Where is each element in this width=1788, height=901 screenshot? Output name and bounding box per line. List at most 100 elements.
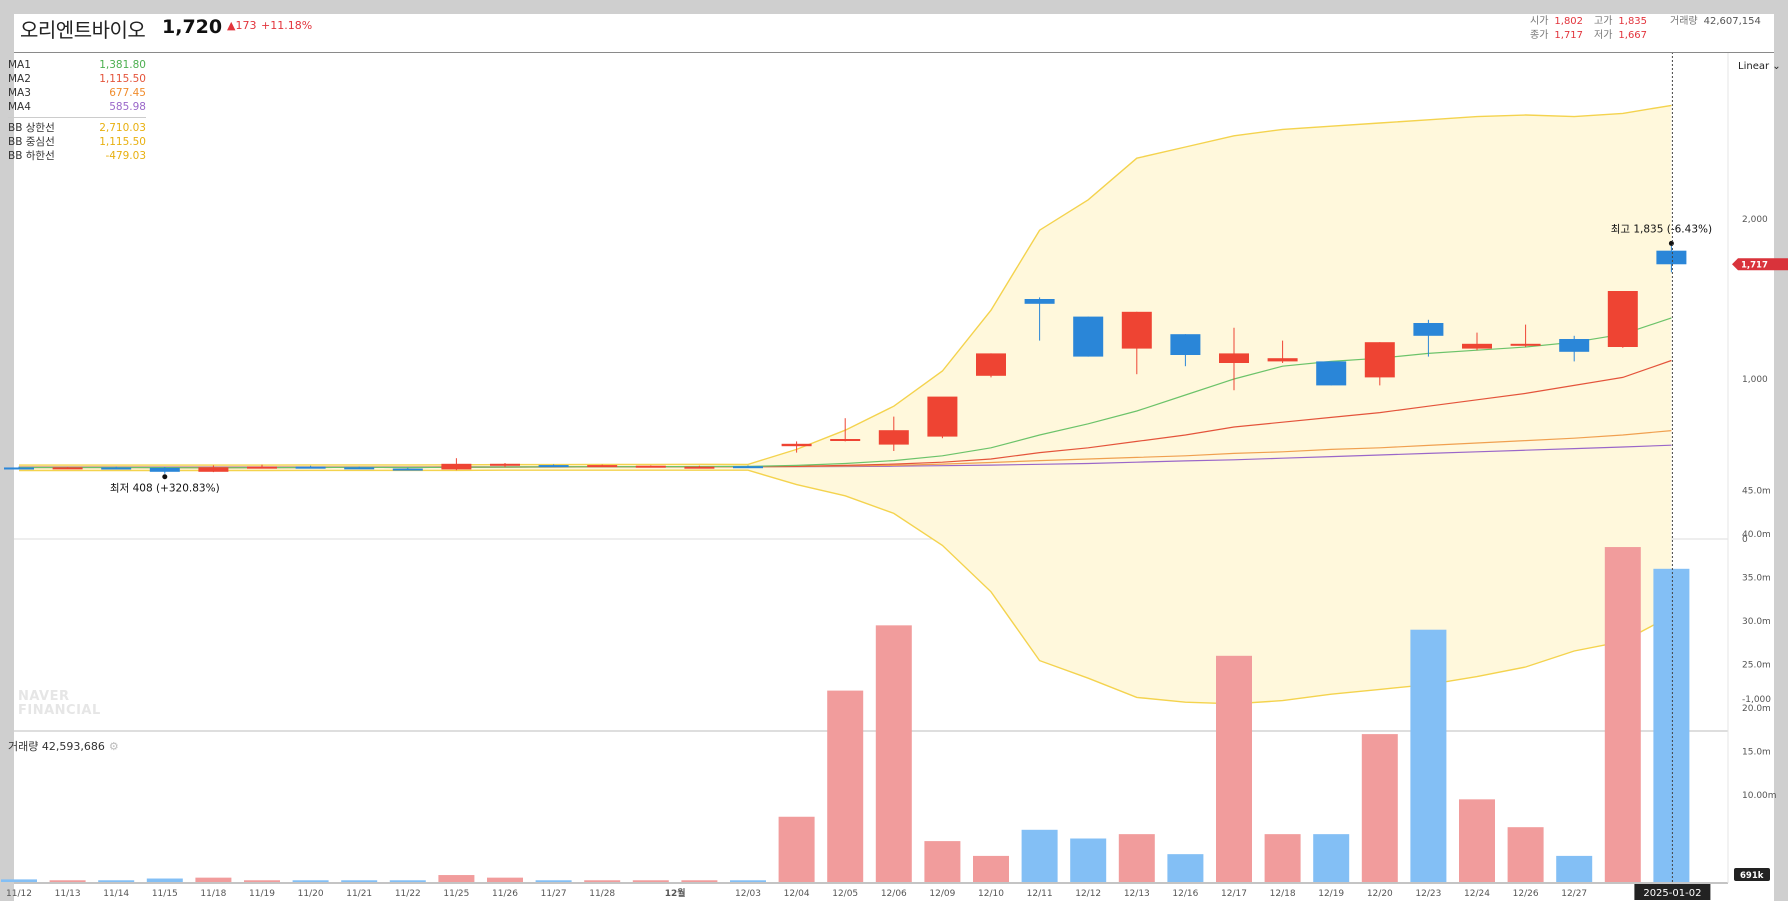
candle-body <box>733 466 763 469</box>
volume-panel-label: 거래량 42,593,686 ⚙ <box>8 740 119 753</box>
volume-bar <box>1 879 37 882</box>
candle <box>344 466 375 470</box>
candle <box>295 465 326 469</box>
candle-body <box>52 467 83 470</box>
date-tick-label: 12/19 <box>1318 889 1344 899</box>
legend-value: 1,381.80 <box>99 59 146 71</box>
chevron-down-icon: ⌄ <box>1772 61 1781 72</box>
date-tick-label: 11/13 <box>55 889 81 899</box>
date-tick-label: 11/25 <box>443 889 469 899</box>
low-annotation: 최저 408 (+320.83%) <box>110 483 220 495</box>
candle <box>1559 335 1590 362</box>
bollinger-band-area <box>19 105 1672 704</box>
candle <box>781 441 812 453</box>
candle <box>1607 291 1638 348</box>
price-axis: -1,000 0 1,000 2,000 1,717 <box>1732 215 1788 705</box>
settings-icon[interactable]: ⚙ <box>108 740 119 753</box>
watermark-line: FINANCIAL <box>18 703 101 718</box>
volume-bar <box>1459 799 1495 882</box>
volume-tick-label: 35.0m <box>1742 574 1771 584</box>
candle <box>538 464 569 468</box>
candle-body <box>1316 361 1347 386</box>
volume-bar <box>195 877 232 882</box>
scale-mode-dropdown[interactable]: Linear ⌄ <box>1738 61 1781 72</box>
legend-item: MA2 1,115.50 <box>8 72 146 86</box>
volume-bar <box>1313 834 1350 882</box>
candle <box>1316 361 1347 386</box>
candle <box>52 467 83 470</box>
legend-item: BB 하한선 -479.03 <box>8 149 146 163</box>
date-tick-label: 11/18 <box>200 889 226 899</box>
annotations: 최저 408 (+320.83%) 최고 1,835 (-6.43%) <box>110 223 1712 494</box>
date-tick-label: 12/05 <box>832 889 858 899</box>
low-price: 저가 1,667 <box>1594 30 1648 41</box>
volume-bar <box>292 880 329 882</box>
candle <box>4 466 34 470</box>
volume-bar <box>49 880 86 882</box>
candle-body <box>1559 339 1590 352</box>
volume-bar <box>146 878 183 882</box>
candle-body <box>538 465 569 468</box>
candle-body <box>149 467 180 472</box>
open-price: 시가 1,802 <box>1530 16 1584 27</box>
legend-label: MA2 <box>8 73 31 85</box>
low-marker <box>162 474 168 480</box>
current-price: 1,720 <box>162 16 223 38</box>
candle-body <box>1170 334 1201 355</box>
date-tick-label: 11/20 <box>298 889 324 899</box>
candle-body <box>684 466 715 469</box>
candle-body <box>490 463 520 466</box>
candle-body <box>1656 250 1687 265</box>
date-tick-label: 12/16 <box>1172 889 1198 899</box>
candle-body <box>1073 316 1104 357</box>
candle-body <box>587 465 618 468</box>
date-tick-label: 11/19 <box>249 889 275 899</box>
quote-header: 오리엔트바이오 1,720 ▲173 +11.18% 시가 1,802 고가 1,8… <box>14 14 1774 53</box>
volume-bar <box>535 880 572 882</box>
candle-body <box>830 439 861 441</box>
candle-body <box>441 463 472 470</box>
candle-body <box>4 467 34 470</box>
legend-value: 1,115.50 <box>99 136 146 148</box>
legend-value: 585.98 <box>109 101 146 113</box>
volume-bar <box>1361 734 1398 882</box>
high-marker <box>1668 240 1674 246</box>
candle <box>490 463 520 467</box>
volume-bar <box>1216 655 1252 882</box>
volume-tick-label: 45.0m <box>1742 487 1771 497</box>
current-price-tag <box>1732 258 1788 271</box>
candle-body <box>198 467 229 472</box>
candle <box>976 353 1006 378</box>
watermark-line: NAVER <box>18 689 70 704</box>
candle <box>684 465 715 469</box>
crosshair: 2025-01-02 <box>1634 52 1711 900</box>
crosshair-date-label: 2025-01-02 <box>1643 888 1701 899</box>
volume-bar <box>1556 855 1593 882</box>
legend-item: BB 상한선 2,710.03 <box>8 121 146 135</box>
date-tick-label: 12/18 <box>1270 889 1296 899</box>
legend-value: 2,710.03 <box>99 122 146 134</box>
candle-body <box>1607 291 1638 347</box>
volume-bar <box>1264 834 1301 882</box>
candle <box>247 464 277 469</box>
date-tick-label: 12/04 <box>784 889 810 899</box>
legend-value: -479.03 <box>105 150 146 162</box>
candle-body <box>927 396 958 437</box>
date-tick-label: 12/27 <box>1561 889 1587 899</box>
price-tick-label: 1,000 <box>1742 375 1768 385</box>
candle-body <box>1510 343 1541 346</box>
volume-bar <box>924 841 961 882</box>
volume-bar <box>584 880 621 882</box>
date-tick-label: 11/15 <box>152 889 178 899</box>
high-annotation: 최고 1,835 (-6.43%) <box>1611 223 1712 235</box>
volume-bar <box>1118 834 1155 882</box>
date-tick-label: 12/06 <box>881 889 907 899</box>
high-price: 고가 1,835 <box>1594 16 1648 27</box>
date-tick-label: 11/21 <box>346 889 372 899</box>
candle-body <box>1219 353 1249 363</box>
volume-tick-label: 20.0m <box>1742 704 1771 714</box>
volume-bar <box>1167 854 1204 882</box>
candle-body <box>1121 311 1152 349</box>
